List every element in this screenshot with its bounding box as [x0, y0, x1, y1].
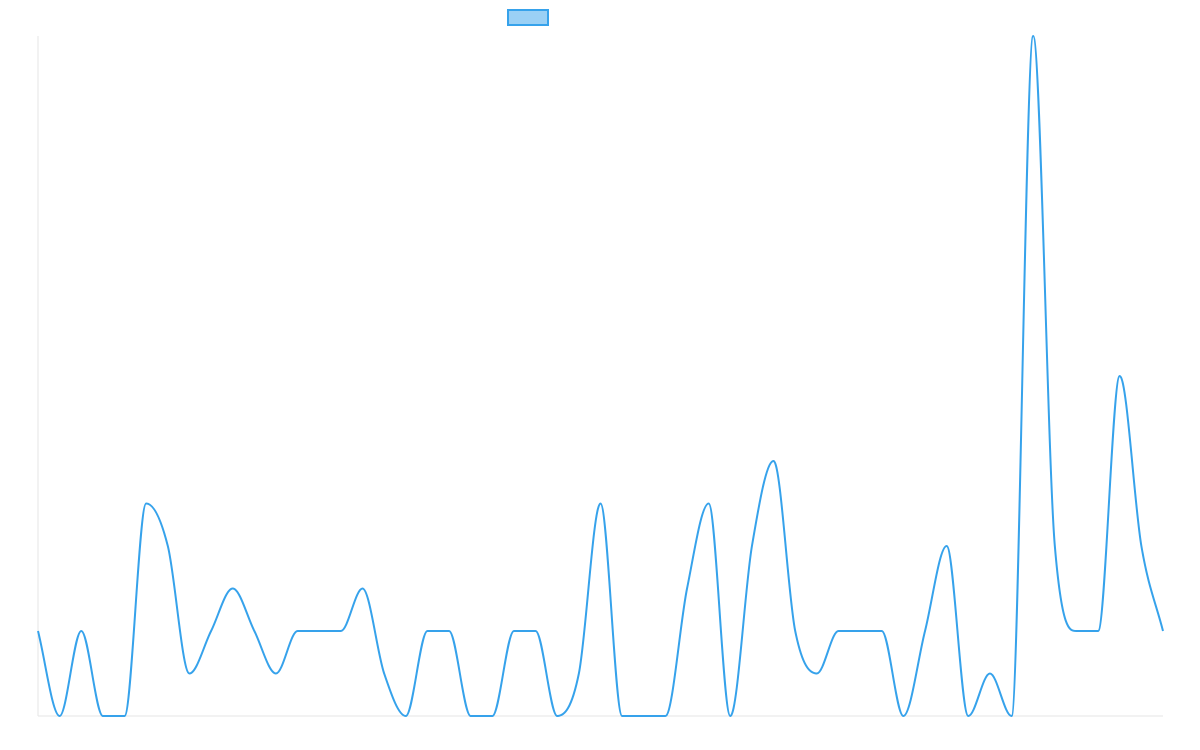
data-point[interactable] [315, 627, 323, 635]
data-point[interactable] [77, 627, 85, 635]
data-point[interactable] [445, 627, 453, 635]
data-point[interactable] [878, 627, 886, 635]
data-point[interactable] [726, 712, 734, 720]
data-point[interactable] [467, 712, 475, 720]
data-point[interactable] [99, 712, 107, 720]
data-point[interactable] [986, 670, 994, 678]
data-point[interactable] [272, 670, 280, 678]
data-point[interactable] [553, 712, 561, 720]
data-point[interactable] [185, 670, 193, 678]
data-point[interactable] [1116, 372, 1124, 380]
data-point[interactable] [770, 457, 778, 465]
data-point[interactable] [813, 670, 821, 678]
data-point[interactable] [34, 627, 42, 635]
data-point[interactable] [705, 500, 713, 508]
data-point[interactable] [1051, 542, 1059, 550]
data-point[interactable] [121, 712, 129, 720]
data-point[interactable] [337, 627, 345, 635]
data-point[interactable] [791, 627, 799, 635]
data-point[interactable] [402, 712, 410, 720]
data-point[interactable] [294, 627, 302, 635]
data-point[interactable] [250, 627, 258, 635]
legend[interactable] [507, 9, 549, 26]
data-point[interactable] [899, 712, 907, 720]
data-point[interactable] [207, 627, 215, 635]
data-point[interactable] [423, 627, 431, 635]
data-point[interactable] [510, 627, 518, 635]
data-point[interactable] [834, 627, 842, 635]
data-point[interactable] [488, 712, 496, 720]
data-point[interactable] [856, 627, 864, 635]
data-point[interactable] [1137, 542, 1145, 550]
data-point[interactable] [229, 585, 237, 593]
data-point[interactable] [1072, 627, 1080, 635]
data-point[interactable] [575, 670, 583, 678]
series-group [34, 32, 1167, 720]
data-point[interactable] [359, 585, 367, 593]
data-point[interactable] [1094, 627, 1102, 635]
data-point[interactable] [1029, 32, 1037, 40]
data-point[interactable] [618, 712, 626, 720]
data-point[interactable] [380, 670, 388, 678]
axes [37, 36, 1163, 717]
series-line [37, 35, 1164, 717]
data-point[interactable] [921, 627, 929, 635]
data-point[interactable] [142, 500, 150, 508]
data-point[interactable] [661, 712, 669, 720]
data-point[interactable] [683, 585, 691, 593]
data-point[interactable] [964, 712, 972, 720]
data-point[interactable] [640, 712, 648, 720]
data-point[interactable] [1008, 712, 1016, 720]
data-point[interactable] [748, 542, 756, 550]
data-point[interactable] [943, 542, 951, 550]
data-point[interactable] [56, 712, 64, 720]
data-point[interactable] [1159, 627, 1167, 635]
data-point[interactable] [597, 500, 605, 508]
legend-swatch[interactable] [507, 9, 549, 26]
data-point[interactable] [164, 542, 172, 550]
data-point[interactable] [532, 627, 540, 635]
